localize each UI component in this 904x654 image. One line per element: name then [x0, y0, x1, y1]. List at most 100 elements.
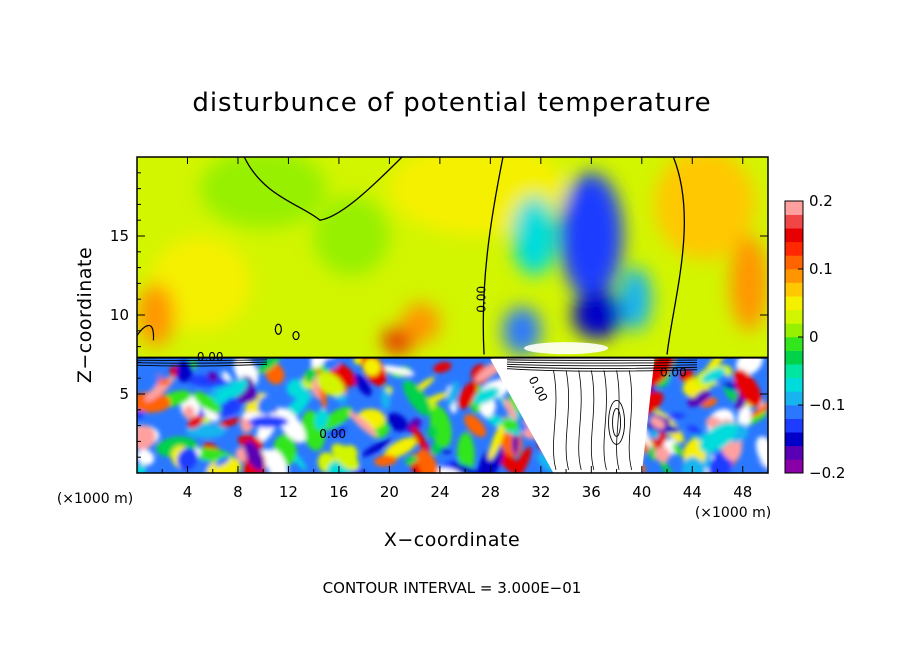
- eddy: [682, 456, 706, 473]
- eddy: [701, 368, 726, 383]
- inversion-contour: [137, 363, 268, 367]
- eddy: [354, 374, 372, 396]
- x-axis: 4 8 12 16 20 24 28 32 36 40 44 48: [161, 157, 752, 501]
- plume-contour: [590, 370, 595, 470]
- eddy: [137, 392, 171, 413]
- plume-contour: [578, 370, 582, 470]
- eddy: [411, 425, 430, 454]
- x-axis-label: X−coordinate: [384, 529, 520, 551]
- eddy: [137, 449, 155, 466]
- eddy: [402, 380, 432, 416]
- colorbar-tick-label: 0: [809, 328, 819, 346]
- eddy: [385, 413, 408, 432]
- zero-contour-top: [243, 157, 403, 221]
- colorbar-swatch: [785, 364, 803, 379]
- eddy: [429, 406, 452, 448]
- x-unit-label-right: (×1000 m): [695, 505, 771, 521]
- field-blob-4: [654, 157, 756, 260]
- field-blob-9: [559, 172, 623, 300]
- field-blob-6: [137, 283, 175, 347]
- eddy: [501, 419, 519, 431]
- eddy: [446, 380, 459, 408]
- x-unit-label: (×1000 m): [57, 491, 133, 507]
- eddy: [708, 451, 733, 473]
- eddy: [750, 397, 768, 418]
- field-blob-2: [200, 157, 327, 229]
- eddy: [182, 405, 195, 419]
- x-tick-label: 20: [380, 483, 399, 501]
- colorbar-swatch: [785, 309, 803, 324]
- eddy: [503, 397, 517, 421]
- colorbar-swatch: [785, 459, 803, 474]
- eddy: [691, 389, 711, 407]
- x-tick-label: 24: [430, 483, 449, 501]
- colorbar-swatch: [785, 201, 803, 215]
- colorbar-swatch: [785, 269, 803, 283]
- colorbar-tick-label: 0.1: [809, 260, 833, 278]
- eddy: [177, 447, 198, 471]
- eddy: [374, 455, 398, 467]
- contour-label: 0.00: [474, 286, 488, 313]
- eddy: [267, 449, 290, 473]
- inversion-contour: [506, 368, 698, 372]
- eddy: [187, 415, 204, 429]
- colorbar-swatch: [785, 391, 803, 406]
- eddy: [737, 405, 752, 428]
- eddy: [216, 417, 241, 429]
- field-blob-13: [619, 267, 652, 331]
- eddy: [257, 357, 281, 374]
- inversion-contour: [137, 359, 268, 361]
- inversion-contour: [137, 361, 268, 364]
- colorbar-swatch: [785, 377, 803, 392]
- eddy: [488, 421, 506, 461]
- eddy: [699, 422, 738, 453]
- x-tick-label: 36: [582, 483, 601, 501]
- zero-contour-small: [274, 323, 282, 335]
- inversion-contour: [506, 361, 698, 364]
- plume-contour: [603, 370, 607, 470]
- eddy: [407, 417, 422, 434]
- eddy: [207, 371, 218, 382]
- colorbar-tick-label: −0.1: [809, 396, 845, 414]
- plume-contour: [608, 399, 626, 445]
- eddy: [137, 425, 156, 450]
- eddy: [137, 464, 146, 473]
- eddy: [248, 415, 289, 428]
- eddy: [233, 357, 259, 387]
- eddy: [519, 422, 528, 432]
- zero-contour-left: [482, 157, 504, 355]
- eddy: [404, 455, 418, 465]
- colorbar-swatch: [785, 350, 803, 365]
- x-tick-label: 32: [531, 483, 550, 501]
- colorbar-swatch: [785, 214, 803, 229]
- eddy: [510, 446, 532, 473]
- colorbar-tick-label: 0.2: [809, 192, 833, 210]
- eddy: [383, 437, 418, 459]
- plume-body: [490, 357, 655, 473]
- eddy: [348, 410, 378, 438]
- eddy: [654, 446, 671, 463]
- eddy: [433, 361, 452, 373]
- x-tick-label: 48: [733, 483, 752, 501]
- eddy: [276, 407, 306, 443]
- eddy: [512, 431, 519, 456]
- eddy: [157, 378, 171, 386]
- eddy: [257, 394, 277, 416]
- eddy: [733, 369, 762, 408]
- eddy: [244, 440, 264, 471]
- x-tick-label: 40: [632, 483, 651, 501]
- cold-plume: [490, 357, 655, 473]
- plume-contour: [616, 370, 620, 470]
- eddy: [214, 386, 233, 405]
- eddy: [679, 369, 694, 382]
- field-blobs: [137, 157, 768, 355]
- eddy: [736, 357, 763, 376]
- colorbar-swatch: [785, 296, 803, 311]
- colorbar-swatch: [785, 418, 803, 433]
- x-tick-label: 16: [329, 483, 348, 501]
- x-tick-label: 12: [279, 483, 298, 501]
- plume-contour: [565, 370, 569, 470]
- eddy: [650, 416, 665, 430]
- eddy: [464, 414, 487, 438]
